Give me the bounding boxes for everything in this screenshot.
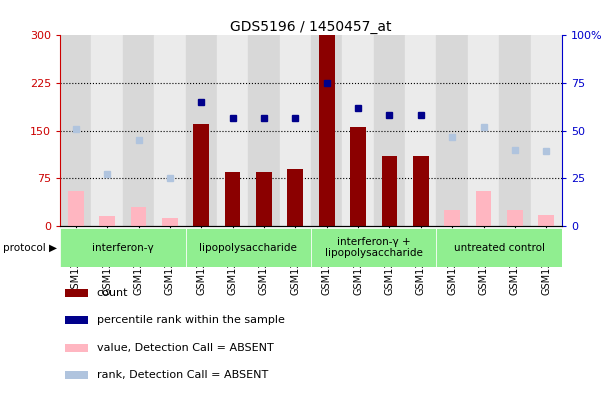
Bar xyxy=(413,156,429,226)
Bar xyxy=(405,35,436,226)
Bar xyxy=(531,35,562,226)
Bar xyxy=(499,35,531,226)
Title: GDS5196 / 1450457_at: GDS5196 / 1450457_at xyxy=(230,20,392,34)
Bar xyxy=(507,210,523,226)
Text: interferon-γ +
lipopolysaccharide: interferon-γ + lipopolysaccharide xyxy=(325,237,423,258)
Bar xyxy=(475,191,492,226)
Bar xyxy=(91,35,123,226)
Bar xyxy=(65,344,88,352)
Bar xyxy=(436,35,468,226)
Bar xyxy=(225,172,240,226)
Bar xyxy=(311,228,436,267)
Text: value, Detection Call = ABSENT: value, Detection Call = ABSENT xyxy=(97,343,273,353)
Bar xyxy=(65,316,88,324)
Bar xyxy=(186,228,311,267)
Text: rank, Detection Call = ABSENT: rank, Detection Call = ABSENT xyxy=(97,370,268,380)
Bar xyxy=(217,35,248,226)
Bar xyxy=(154,35,186,226)
Text: percentile rank within the sample: percentile rank within the sample xyxy=(97,315,285,325)
Bar xyxy=(60,228,186,267)
Bar xyxy=(468,35,499,226)
Bar xyxy=(279,35,311,226)
Bar xyxy=(382,156,397,226)
Text: lipopolysaccharide: lipopolysaccharide xyxy=(200,242,297,253)
Bar xyxy=(538,215,554,226)
Bar xyxy=(311,35,343,226)
Bar xyxy=(374,35,405,226)
Bar xyxy=(444,210,460,226)
Bar xyxy=(162,219,178,226)
Bar xyxy=(68,191,84,226)
Bar xyxy=(123,35,154,226)
Bar xyxy=(287,169,303,226)
Bar xyxy=(65,371,88,379)
Bar xyxy=(194,124,209,226)
Bar xyxy=(99,217,115,226)
Bar xyxy=(65,289,88,297)
Bar xyxy=(436,228,562,267)
Text: count: count xyxy=(97,288,128,298)
Bar xyxy=(130,207,147,226)
Bar xyxy=(60,35,91,226)
Text: protocol ▶: protocol ▶ xyxy=(3,242,57,253)
Bar xyxy=(343,35,374,226)
Bar xyxy=(248,35,279,226)
Text: interferon-γ: interferon-γ xyxy=(92,242,154,253)
Bar xyxy=(256,172,272,226)
Text: untreated control: untreated control xyxy=(454,242,545,253)
Bar xyxy=(319,35,335,226)
Bar xyxy=(350,127,366,226)
Bar xyxy=(186,35,217,226)
